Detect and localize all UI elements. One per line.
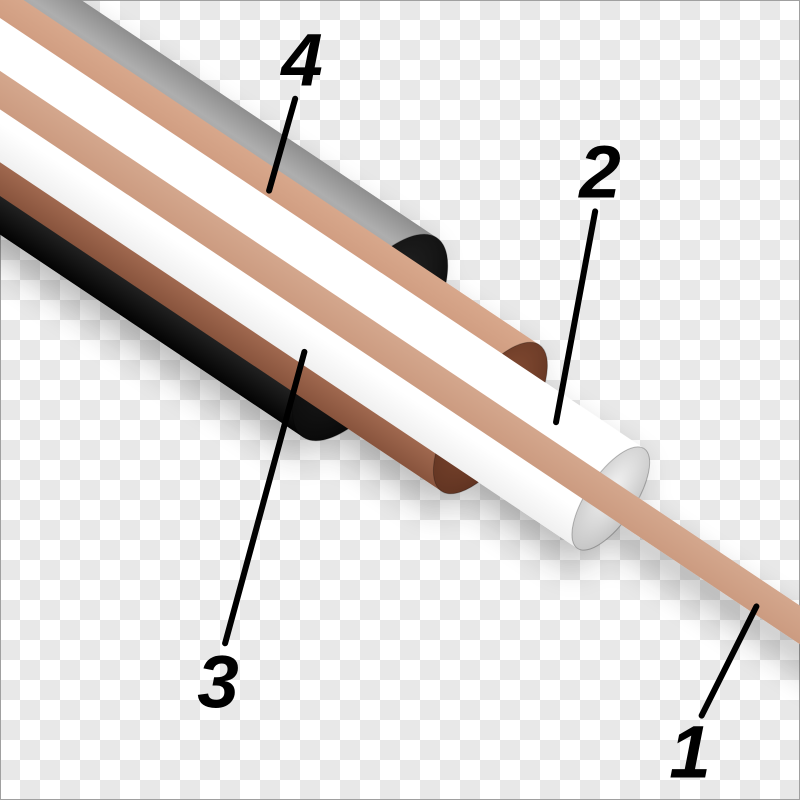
callout-label-3: 3 <box>197 645 239 720</box>
diagram-stage: 4 2 3 1 <box>0 0 800 800</box>
coaxial-cable-diagram <box>0 0 800 800</box>
callout-label-4: 4 <box>281 23 323 98</box>
callout-label-2: 2 <box>579 135 621 210</box>
callout-label-1: 1 <box>669 715 711 790</box>
